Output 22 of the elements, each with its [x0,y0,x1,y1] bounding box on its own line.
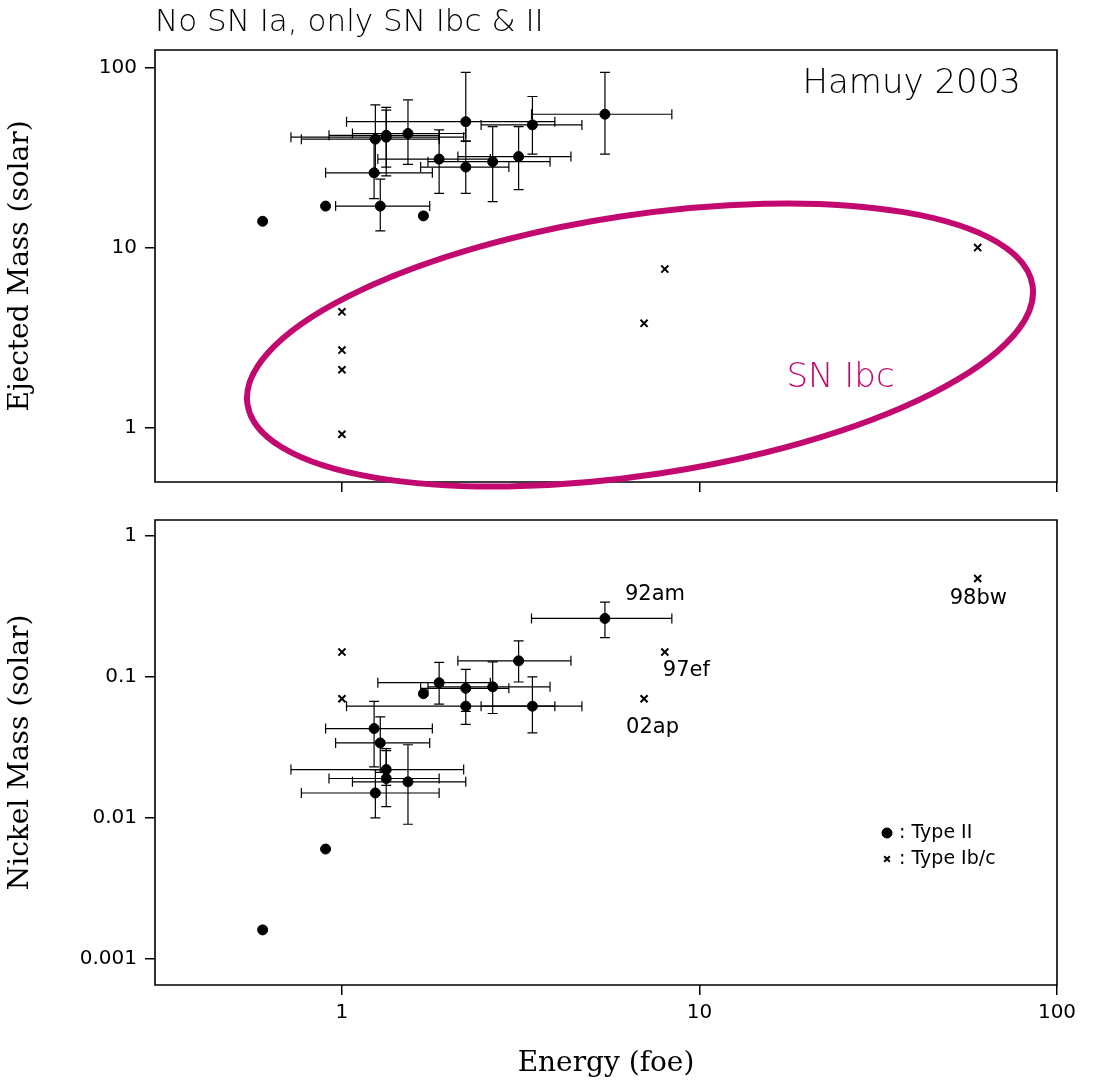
y-tick-label: 10 [111,233,137,258]
y-tick-label: 0.001 [79,944,137,969]
y-axis-title: Nickel Mass (solar) [2,614,36,891]
legend-label: : Type II [899,819,973,842]
x-axis-title: Energy (foe) [517,1045,695,1079]
annotation: 97ef [662,657,711,682]
y-tick-label: 100 [98,53,137,78]
x-tick-label: 100 [1037,999,1077,1024]
y-tick-label: 1 [124,522,137,547]
y-tick-label: 0.1 [105,663,137,688]
legend-label: : Type Ib/c [899,845,996,868]
annotation: 02ap [626,713,680,738]
x-tick-label: 10 [686,999,713,1024]
chart-title: No SN Ia, only SN Ibc & II [155,1,544,40]
annotation: 98bw [949,585,1007,610]
y-tick-label: 0.01 [92,803,137,828]
annotation: 92am [624,581,685,606]
annotation: Hamuy 2003 [802,61,1021,102]
y-tick-label: 1 [124,413,137,438]
y-axis-title: Ejected Mass (solar) [2,120,36,412]
annotation: SN Ibc [786,354,895,395]
x-tick-label: 1 [335,999,349,1024]
